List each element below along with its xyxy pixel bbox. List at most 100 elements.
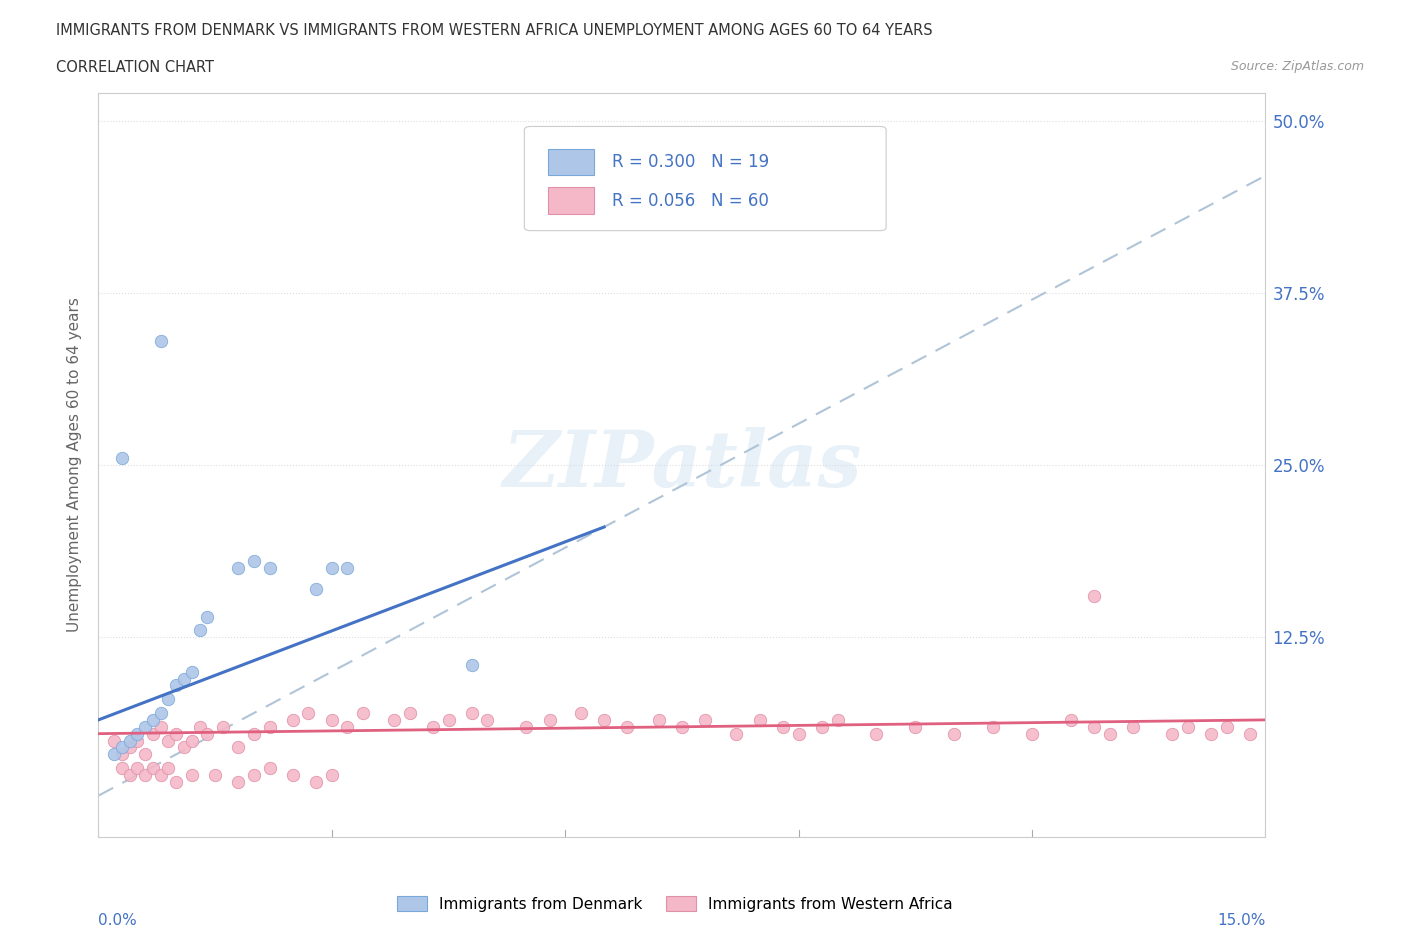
Point	[142, 712, 165, 727]
Point	[127, 726, 149, 741]
Point	[195, 609, 218, 624]
Point	[157, 761, 180, 776]
Point	[305, 775, 328, 790]
Point	[149, 706, 172, 721]
Point	[111, 451, 134, 466]
Point	[321, 561, 343, 576]
Y-axis label: Unemployment Among Ages 60 to 64 years: Unemployment Among Ages 60 to 64 years	[67, 298, 83, 632]
FancyBboxPatch shape	[548, 188, 595, 214]
Point	[212, 719, 235, 734]
Point	[725, 726, 748, 741]
Point	[787, 726, 810, 741]
Text: Source: ZipAtlas.com: Source: ZipAtlas.com	[1230, 60, 1364, 73]
Point	[1122, 719, 1144, 734]
Point	[336, 561, 359, 576]
Point	[305, 581, 328, 596]
Point	[943, 726, 966, 741]
Point	[228, 775, 250, 790]
Point	[616, 719, 638, 734]
Point	[134, 747, 156, 762]
Point	[259, 561, 281, 576]
Point	[538, 712, 561, 727]
Point	[103, 747, 125, 762]
Point	[188, 719, 211, 734]
Point	[111, 747, 134, 762]
Point	[748, 712, 770, 727]
Point	[188, 623, 211, 638]
Point	[1177, 719, 1199, 734]
Point	[321, 767, 343, 782]
Point	[1083, 589, 1105, 604]
Point	[111, 740, 134, 755]
Point	[827, 712, 849, 727]
Point	[259, 761, 281, 776]
Point	[569, 706, 592, 721]
Point	[118, 740, 141, 755]
Point	[149, 767, 172, 782]
Point	[1021, 726, 1043, 741]
Point	[118, 733, 141, 748]
Point	[461, 658, 484, 672]
Point	[437, 712, 460, 727]
Text: CORRELATION CHART: CORRELATION CHART	[56, 60, 214, 75]
Point	[336, 719, 359, 734]
Point	[297, 706, 319, 721]
Point	[593, 712, 616, 727]
Point	[1098, 726, 1121, 741]
Point	[118, 767, 141, 782]
Point	[281, 767, 304, 782]
Point	[382, 712, 405, 727]
Point	[671, 719, 693, 734]
Point	[165, 726, 187, 741]
Point	[1060, 712, 1083, 727]
Point	[904, 719, 927, 734]
Point	[180, 767, 202, 782]
Point	[811, 719, 834, 734]
Point	[281, 712, 304, 727]
Point	[180, 664, 202, 679]
Point	[173, 671, 195, 686]
Point	[772, 719, 794, 734]
Text: 15.0%: 15.0%	[1218, 912, 1265, 928]
Point	[461, 706, 484, 721]
Point	[1239, 726, 1261, 741]
Point	[981, 719, 1004, 734]
Point	[134, 719, 156, 734]
Point	[695, 712, 717, 727]
Point	[243, 726, 266, 741]
Point	[321, 712, 343, 727]
Point	[103, 733, 125, 748]
Point	[1199, 726, 1222, 741]
Point	[477, 712, 499, 727]
Text: ZIPatlas: ZIPatlas	[502, 427, 862, 503]
Text: R = 0.056   N = 60: R = 0.056 N = 60	[612, 192, 769, 210]
Point	[111, 761, 134, 776]
Point	[165, 678, 187, 693]
Point	[243, 767, 266, 782]
Point	[180, 733, 202, 748]
Point	[259, 719, 281, 734]
Point	[127, 761, 149, 776]
Point	[1083, 719, 1105, 734]
Point	[173, 740, 195, 755]
Point	[243, 554, 266, 569]
Point	[127, 733, 149, 748]
Text: 0.0%: 0.0%	[98, 912, 138, 928]
Point	[398, 706, 420, 721]
Point	[149, 334, 172, 349]
Point	[165, 775, 187, 790]
Point	[134, 767, 156, 782]
Point	[1215, 719, 1237, 734]
FancyBboxPatch shape	[524, 126, 886, 231]
Point	[865, 726, 887, 741]
Point	[228, 740, 250, 755]
Point	[149, 719, 172, 734]
Point	[142, 761, 165, 776]
Point	[157, 692, 180, 707]
Point	[352, 706, 374, 721]
Text: IMMIGRANTS FROM DENMARK VS IMMIGRANTS FROM WESTERN AFRICA UNEMPLOYMENT AMONG AGE: IMMIGRANTS FROM DENMARK VS IMMIGRANTS FR…	[56, 23, 932, 38]
Point	[157, 733, 180, 748]
Point	[647, 712, 669, 727]
Text: R = 0.300   N = 19: R = 0.300 N = 19	[612, 153, 769, 171]
Point	[515, 719, 537, 734]
